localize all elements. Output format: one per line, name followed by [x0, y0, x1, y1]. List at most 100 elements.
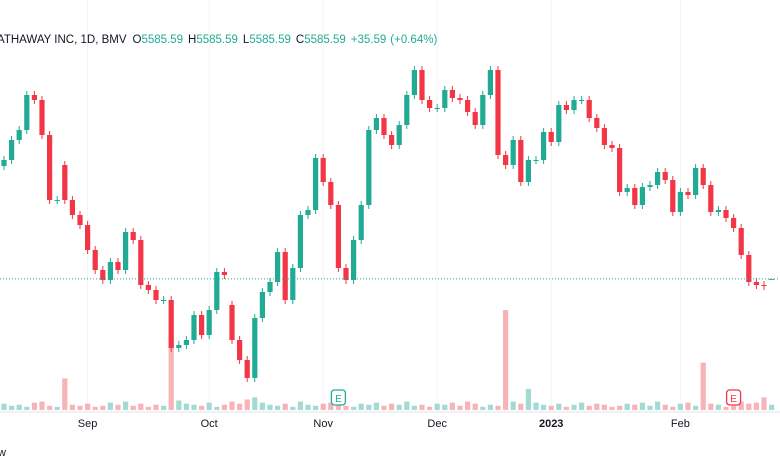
- volume-bar: [275, 405, 281, 410]
- volume-pane: [1, 310, 775, 410]
- volume-bar: [183, 403, 189, 410]
- volume-bar: [335, 404, 341, 410]
- candle-body: [647, 185, 653, 187]
- volume-bar: [693, 405, 699, 410]
- x-tick-label: 2023: [539, 418, 563, 430]
- candle-body: [419, 70, 425, 100]
- candle-body: [191, 315, 197, 340]
- candle-body: [495, 70, 501, 155]
- volume-bar: [244, 399, 250, 410]
- candle-body: [107, 262, 113, 280]
- candle-body: [290, 268, 296, 300]
- candle-body: [670, 180, 676, 212]
- volume-bar: [609, 406, 615, 410]
- volume-bar: [9, 405, 15, 410]
- candle-body: [206, 310, 212, 335]
- candle-body: [586, 100, 592, 118]
- volume-bar: [639, 402, 645, 410]
- candle-body: [123, 232, 129, 270]
- volume-bar: [39, 401, 45, 410]
- volume-bar: [199, 405, 205, 410]
- volume-bar: [191, 404, 197, 410]
- candle-body: [655, 172, 661, 185]
- candle-body: [183, 340, 189, 345]
- volume-bar: [313, 405, 319, 410]
- candle-body: [161, 300, 167, 301]
- ohlc-letter: O: [133, 34, 142, 46]
- candle-body: [47, 135, 53, 200]
- volume-bar: [708, 403, 714, 410]
- candle-body: [662, 172, 668, 180]
- volume-bar: [92, 406, 98, 410]
- volume-bar: [62, 378, 68, 410]
- volume-bar: [518, 403, 524, 410]
- candle-body: [305, 210, 311, 215]
- volume-bar: [54, 406, 60, 410]
- volume-bar: [305, 404, 311, 410]
- volume-bar: [586, 405, 592, 410]
- volume-bar: [601, 404, 607, 410]
- volume-bar: [107, 402, 113, 410]
- volume-bar: [495, 405, 501, 410]
- candle-body: [351, 240, 357, 280]
- candle-body: [525, 160, 531, 182]
- candle-body: [373, 118, 379, 130]
- volume-bar: [237, 403, 243, 410]
- volume-bar: [290, 406, 296, 410]
- candle-body: [617, 148, 623, 192]
- candle-body: [449, 90, 455, 98]
- volume-bar: [320, 403, 326, 410]
- volume-bar: [624, 403, 630, 410]
- x-tick-label: Dec: [427, 418, 447, 430]
- volume-bar: [161, 405, 167, 410]
- volume-bar: [731, 405, 737, 410]
- ohlc-value: 5585.59: [304, 34, 346, 46]
- candle-body: [601, 128, 607, 145]
- volume-bar: [404, 401, 410, 410]
- volume-bar: [77, 405, 83, 410]
- volume-bar: [47, 405, 53, 410]
- candle-body: [221, 272, 227, 275]
- candle-body: [594, 118, 600, 128]
- candle-body: [738, 228, 744, 255]
- candle-body: [389, 135, 395, 145]
- candle-body: [465, 100, 471, 112]
- candle-body: [85, 225, 91, 250]
- candle-body: [700, 168, 706, 185]
- volume-bar: [715, 404, 721, 410]
- volume-bar: [411, 405, 417, 410]
- candle-body: [92, 250, 98, 270]
- candle-body: [24, 95, 30, 130]
- candle-body: [609, 145, 615, 148]
- candle-body: [753, 282, 759, 285]
- volume-bar: [533, 402, 539, 410]
- volume-bar: [343, 405, 349, 410]
- volume-bar: [176, 400, 182, 410]
- candle-body: [624, 188, 630, 192]
- candle-body: [320, 158, 326, 182]
- ohlc-value: 5585.59: [249, 34, 291, 46]
- volume-bar: [556, 403, 562, 410]
- x-tick-label: Nov: [313, 418, 333, 430]
- candle-body: [533, 160, 539, 161]
- volume-bar: [259, 402, 265, 410]
- candle-body: [366, 130, 372, 205]
- volume-bar: [153, 404, 159, 410]
- volume-bar: [480, 406, 486, 410]
- candle-body: [214, 272, 220, 310]
- candle-body: [708, 185, 714, 212]
- candle-body: [16, 130, 22, 140]
- volume-bar: [115, 404, 121, 410]
- volume-bar: [738, 401, 744, 410]
- grid: [87, 0, 681, 412]
- volume-bar: [541, 404, 547, 410]
- volume-bar: [670, 406, 676, 410]
- volume-bar: [130, 405, 136, 410]
- x-axis: Sep Oct Nov Dec 2023 Feb E E: [78, 389, 742, 430]
- event-label: E: [335, 394, 342, 405]
- volume-bar: [31, 402, 37, 410]
- volume-bar: [168, 341, 174, 410]
- volume-bar: [328, 402, 334, 410]
